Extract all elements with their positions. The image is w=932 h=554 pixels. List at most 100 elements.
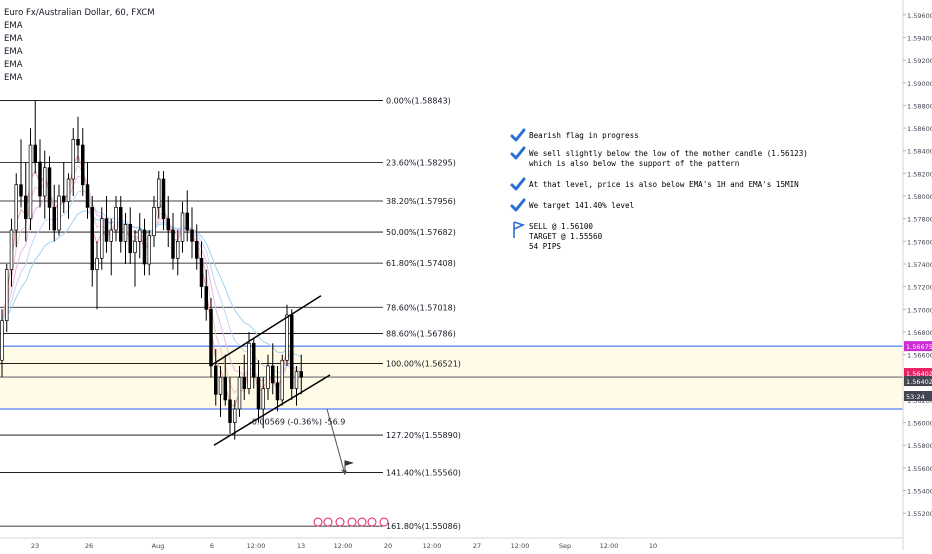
candle-body [242,376,247,389]
candle-body [99,218,104,259]
event-marker-icon[interactable] [367,517,377,527]
candle [147,230,152,276]
price-tick-label: 1.55600 [907,465,932,473]
candle [161,171,166,231]
price-tick-label: 1.57400 [907,261,932,269]
candle-body [19,184,23,197]
candle-body [133,240,137,254]
candle-body [180,212,185,242]
symbol-title[interactable]: Euro Fx/Australian Dollar, 60, FXCM [4,8,155,18]
candle-body [109,229,113,242]
price-tag [904,391,932,401]
price-axis[interactable]: 1.59600 1.59400 1.59200 1.59000 1.58800 1.586… [902,0,932,550]
candle [104,196,109,253]
candle-body [176,240,180,259]
candle [218,365,223,417]
candle-body [199,257,204,288]
candle-body [42,167,47,197]
candle [176,230,180,276]
candle [190,207,194,259]
candle-body [161,178,166,220]
time-tick-label: 13 [297,542,305,550]
candle [275,365,280,412]
note-text: Bearish flag in progress [529,131,639,140]
candle [214,348,218,406]
event-marker-icon[interactable] [379,517,389,527]
time-tick-label: Aug [152,542,165,550]
price-tag-label: 53:24 [906,393,925,401]
candle-body [190,229,194,242]
candle [228,377,232,434]
candle [66,173,71,219]
candle-body [271,365,275,384]
candle [285,304,289,366]
candle-body [290,314,294,389]
time-tick-label: 23 [31,542,39,550]
channel-upper-line[interactable] [209,295,322,367]
time-tick-label: 12:00 [511,542,530,550]
indicator-ema-1[interactable]: EMA [4,21,23,31]
check-icon [510,128,526,142]
note-text: We target 141.40% level [529,201,634,210]
fib-label: 50.00%(1.57682) [386,228,456,237]
candle-body [237,376,242,410]
candle-body [118,207,123,242]
candle [47,156,52,231]
price-tick-label: 1.57600 [907,238,932,246]
candle-body [14,184,19,231]
candle [95,241,99,310]
event-marker-icon[interactable] [323,517,333,527]
candle [223,354,228,406]
candle [0,309,4,378]
candle [114,196,118,242]
price-tick-label: 1.55800 [907,442,932,450]
candle-body [9,229,14,271]
time-axis[interactable]: 23 26 Aug 6 12:00 13 12:00 20 12:00 27 12:00 Sep 12:… [0,537,903,550]
channel-lower-line[interactable] [213,374,331,446]
price-tick-label: 1.56600 [907,352,932,360]
candle [19,139,23,208]
indicator-ema-2[interactable]: EMA [4,34,23,44]
price-tick-label: 1.59400 [907,34,932,42]
pattern-zone [0,346,903,409]
candle [180,201,185,253]
candle-body [85,184,90,208]
time-tick-label: Sep [559,542,571,550]
candle-body [47,167,52,208]
candle [171,213,175,270]
indicator-ema-5[interactable]: EMA [4,73,23,83]
price-tag [904,376,932,387]
indicator-ema-3[interactable]: EMA [4,47,23,57]
price-tick-label: 1.57800 [907,216,932,224]
target-flag-icon [345,460,354,466]
note-text: SELL @ 1.56100 [529,222,593,231]
event-marker-icon[interactable] [347,517,357,527]
event-marker-icon[interactable] [313,517,323,527]
candle-body [76,139,80,146]
price-tick-label: 1.56800 [907,329,932,337]
candle [157,171,161,219]
candle [133,230,137,287]
candle [33,100,37,174]
time-tick-label: 6 [210,542,214,550]
candle [85,162,90,219]
event-marker-icon[interactable] [357,517,367,527]
ema-line [1,210,302,358]
fib-label: 23.60%(1.58295) [386,159,456,168]
candle-body [252,342,256,378]
candle [4,264,9,332]
indicator-ema-4[interactable]: EMA [4,60,23,70]
note-text: 54 PIPS [529,242,561,251]
candle [90,196,94,287]
check-icon [510,146,526,160]
price-tag [904,368,932,379]
candle-body [228,399,232,423]
candle-body [157,178,161,208]
event-marker-icon[interactable] [335,517,345,527]
fibonacci-layer: 0.00%(1.58843) 23.60%(1.58295) 38.20%(1.57… [0,97,461,531]
candle [204,269,209,321]
candle-body [171,229,175,259]
